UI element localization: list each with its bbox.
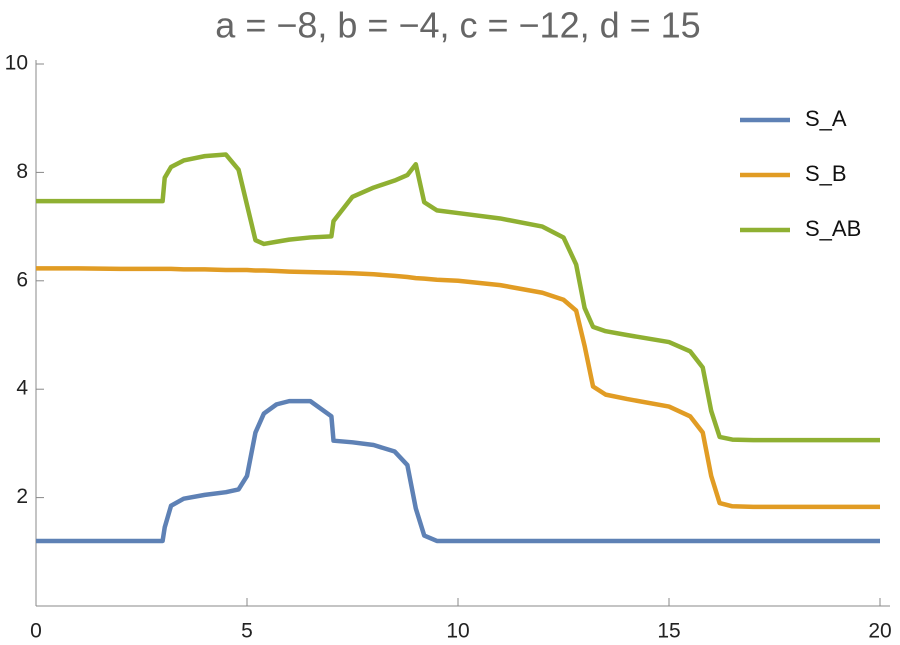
x-tick-label: 20 (868, 620, 891, 643)
y-tick-label: 10 (5, 52, 28, 75)
chart-title: a = −8, b = −4, c = −12, d = 15 (215, 5, 700, 46)
series-line (36, 266, 880, 510)
legend-label: S_A (805, 106, 847, 131)
series-line (36, 398, 880, 544)
x-tick-label: 10 (446, 620, 469, 643)
y-tick-label: 4 (16, 377, 28, 400)
legend-label: S_B (805, 161, 847, 186)
legend-label: S_AB (805, 216, 861, 241)
y-tick-label: 2 (16, 485, 28, 508)
y-tick-label: 8 (16, 160, 28, 183)
x-tick-label: 15 (657, 620, 680, 643)
y-tick-label: 6 (16, 268, 28, 291)
series-line (36, 152, 880, 443)
x-tick-label: 5 (241, 620, 253, 643)
x-tick-label: 0 (30, 620, 42, 643)
